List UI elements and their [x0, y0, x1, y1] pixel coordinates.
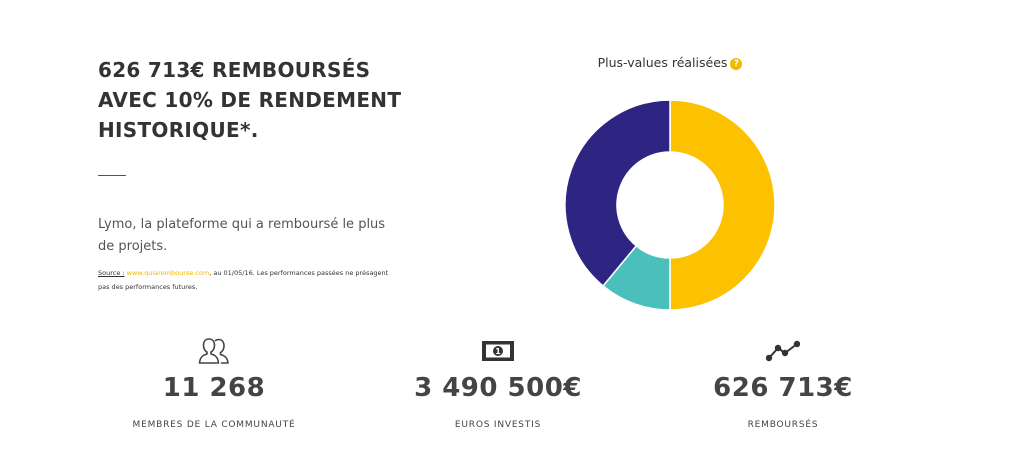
- donut-slice-1[interactable]: [669, 99, 776, 310]
- source-label: Source :: [98, 269, 125, 277]
- users-icon: [84, 336, 344, 366]
- headline-line-1: 626 713€ REMBOURSÉS: [98, 58, 371, 82]
- headline: 626 713€ REMBOURSÉS AVEC 10% DE RENDEMEN…: [98, 55, 401, 145]
- stat-members-label: MEMBRES DE LA COMMUNAUTÉ: [132, 420, 296, 430]
- source-text: , au 01/05/16. Les performances passées …: [98, 269, 389, 291]
- donut-chart: [564, 99, 776, 310]
- donut-slice-3[interactable]: [564, 99, 671, 287]
- source-link[interactable]: www.quiarembourse.com: [126, 269, 210, 277]
- chart-title: Plus-values réalisées?: [560, 55, 780, 70]
- stat-repaid: 626 713€ REMBOURSÉS: [653, 336, 913, 430]
- divider: [98, 175, 126, 176]
- stat-repaid-value: 626 713€: [713, 373, 853, 403]
- stat-invested-value: 3 490 500€: [414, 373, 582, 403]
- description: Lymo, la plateforme qui a remboursé le p…: [98, 217, 386, 254]
- svg-text:1: 1: [495, 347, 501, 356]
- trend-line-icon: [653, 336, 913, 366]
- chart-title-text: Plus-values réalisées: [597, 55, 728, 70]
- source-note: Source : www.quiarembourse.com, au 01/05…: [98, 266, 398, 294]
- stat-members-value: 11 268: [162, 373, 266, 403]
- stat-members: 11 268 MEMBRES DE LA COMMUNAUTÉ: [84, 336, 344, 430]
- stat-repaid-label: REMBOURSÉS: [747, 420, 819, 430]
- headline-line-3: HISTORIQUE*.: [98, 118, 259, 142]
- stat-invested: 1 3 490 500€ EUROS INVESTIS: [368, 336, 628, 430]
- headline-line-2: AVEC 10% DE RENDEMENT: [98, 88, 402, 112]
- banknote-icon: 1: [368, 336, 628, 366]
- stat-invested-label: EUROS INVESTIS: [454, 420, 542, 430]
- help-icon[interactable]: ?: [730, 58, 743, 70]
